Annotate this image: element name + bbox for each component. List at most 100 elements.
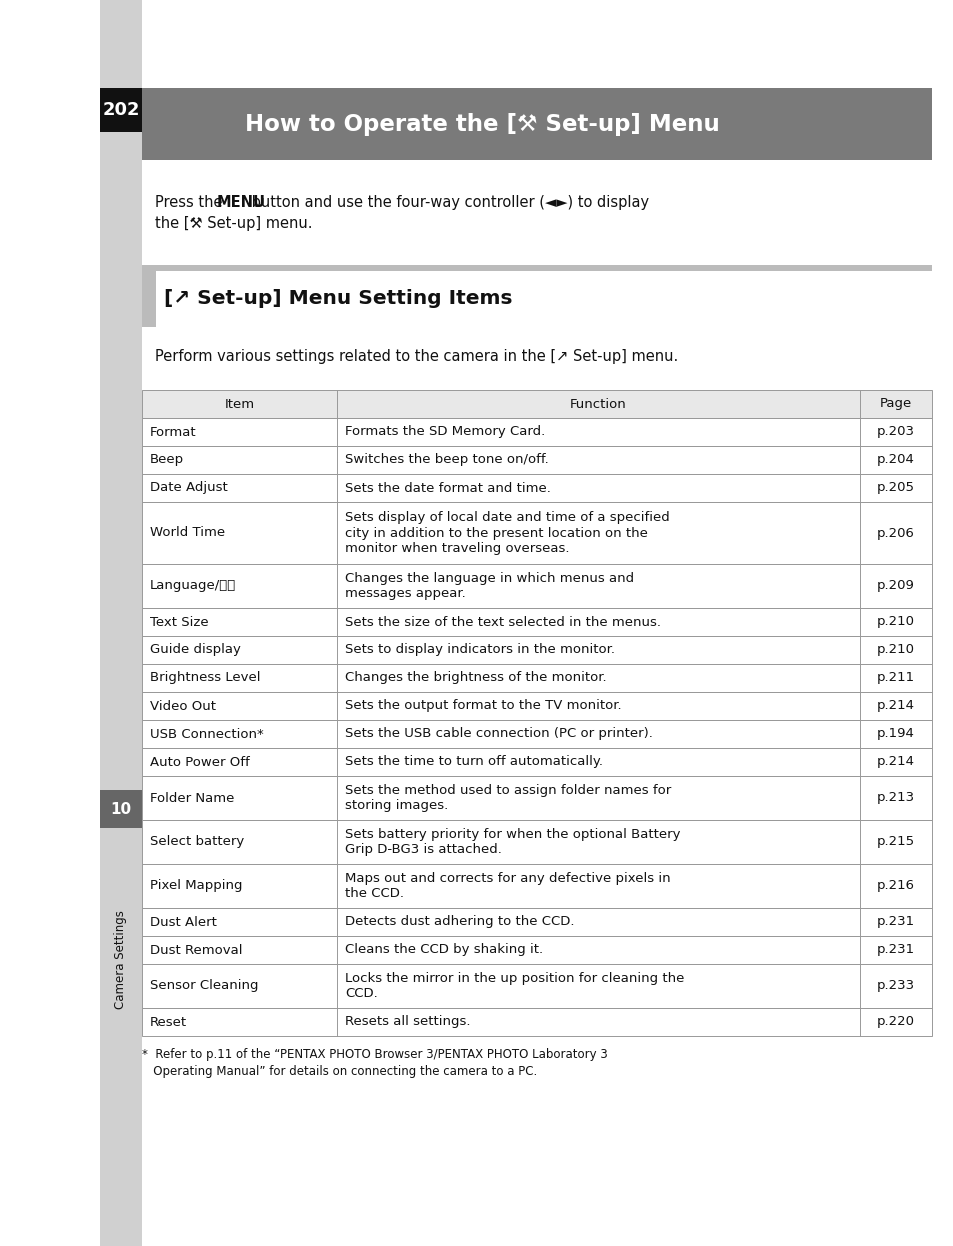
Bar [142,1008,931,1035]
Bar [142,748,931,776]
Text: p.205: p.205 [876,481,914,495]
Bar [142,863,931,908]
Text: Reset: Reset [150,1015,187,1028]
Bar [142,502,931,564]
Bar [142,608,931,635]
Text: city in addition to the present location on the: city in addition to the present location… [345,527,647,540]
Bar [142,446,931,473]
Text: the [⚒ Set-up] menu.: the [⚒ Set-up] menu. [154,216,313,231]
Text: Folder Name: Folder Name [150,791,234,805]
Text: Sets the size of the text selected in the menus.: Sets the size of the text selected in th… [345,616,660,628]
Text: MENU: MENU [216,196,266,211]
Bar [100,790,142,829]
Bar [142,692,931,720]
Bar [142,473,931,502]
Text: Guide display: Guide display [150,643,240,657]
Bar [142,936,931,964]
Text: Resets all settings.: Resets all settings. [345,1015,470,1028]
Bar [100,0,142,1246]
Text: Sets to display indicators in the monitor.: Sets to display indicators in the monito… [345,643,615,657]
Text: Select battery: Select battery [150,836,244,849]
Text: Sensor Cleaning: Sensor Cleaning [150,979,258,993]
Bar [142,820,931,863]
Bar [142,692,931,720]
Text: Auto Power Off: Auto Power Off [150,755,250,769]
Bar [142,720,931,748]
Text: p.204: p.204 [876,454,914,466]
Bar [142,820,931,863]
Bar [142,936,931,964]
Text: button and use the four-way controller (◄►) to display: button and use the four-way controller (… [247,196,648,211]
Bar [142,446,931,473]
Text: Function: Function [570,397,626,410]
Text: Beep: Beep [150,454,184,466]
Text: CCD.: CCD. [345,987,377,1001]
Bar [142,1008,931,1035]
Bar [142,664,931,692]
Text: p.231: p.231 [876,916,914,928]
Bar [0,0,50,1246]
Bar [142,417,931,446]
Text: Sets battery priority for when the optional Battery: Sets battery priority for when the optio… [345,827,679,841]
Bar [142,964,931,1008]
Text: p.213: p.213 [876,791,914,805]
Text: p.214: p.214 [876,755,914,769]
Text: Brightness Level: Brightness Level [150,672,260,684]
Text: Locks the mirror in the up position for cleaning the: Locks the mirror in the up position for … [345,972,683,984]
Bar [142,270,931,326]
Text: p.233: p.233 [876,979,914,993]
Text: World Time: World Time [150,527,225,540]
Text: USB Connection*: USB Connection* [150,728,263,740]
Bar [142,608,931,635]
Bar [142,908,931,936]
Text: p.206: p.206 [876,527,914,540]
Text: p.220: p.220 [876,1015,914,1028]
Bar [142,664,931,692]
Text: Sets the output format to the TV monitor.: Sets the output format to the TV monitor… [345,699,621,713]
Text: Changes the brightness of the monitor.: Changes the brightness of the monitor. [345,672,606,684]
Text: Press the: Press the [154,196,227,211]
Text: Grip D-BG3 is attached.: Grip D-BG3 is attached. [345,844,501,856]
Text: [↗ Set-up] Menu Setting Items: [↗ Set-up] Menu Setting Items [164,289,512,309]
Text: Sets the USB cable connection (PC or printer).: Sets the USB cable connection (PC or pri… [345,728,652,740]
Text: the CCD.: the CCD. [345,887,403,901]
Bar [142,265,931,270]
Text: 10: 10 [111,801,132,816]
Text: Text Size: Text Size [150,616,209,628]
Text: Formats the SD Memory Card.: Formats the SD Memory Card. [345,425,545,439]
Bar [142,564,931,608]
Bar [142,502,931,564]
Text: p.214: p.214 [876,699,914,713]
Text: p.203: p.203 [876,425,914,439]
Text: 202: 202 [102,101,139,120]
Bar [142,776,931,820]
Text: Changes the language in which menus and: Changes the language in which menus and [345,572,634,584]
Text: Operating Manual” for details on connecting the camera to a PC.: Operating Manual” for details on connect… [142,1065,537,1078]
Text: Dust Removal: Dust Removal [150,943,242,957]
Text: Sets the method used to assign folder names for: Sets the method used to assign folder na… [345,784,671,796]
Text: p.194: p.194 [876,728,914,740]
Text: p.231: p.231 [876,943,914,957]
Bar [142,720,931,748]
Bar [142,964,931,1008]
Text: Camera Settings: Camera Settings [114,911,128,1009]
Text: Item: Item [224,397,254,410]
Bar [142,473,931,502]
Text: Language/言語: Language/言語 [150,579,236,593]
Text: p.216: p.216 [876,880,914,892]
Bar [142,863,931,908]
Text: Pixel Mapping: Pixel Mapping [150,880,242,892]
Bar [142,748,931,776]
Text: Sets the date format and time.: Sets the date format and time. [345,481,550,495]
Bar [142,908,931,936]
Text: Perform various settings related to the camera in the [↗ Set-up] menu.: Perform various settings related to the … [154,349,678,364]
Text: Sets the time to turn off automatically.: Sets the time to turn off automatically. [345,755,602,769]
Text: p.210: p.210 [876,616,914,628]
Text: Format: Format [150,425,196,439]
Text: p.210: p.210 [876,643,914,657]
Bar [142,417,931,446]
Bar [142,635,931,664]
Bar [142,88,931,159]
Text: storing images.: storing images. [345,799,448,812]
Bar [142,635,931,664]
